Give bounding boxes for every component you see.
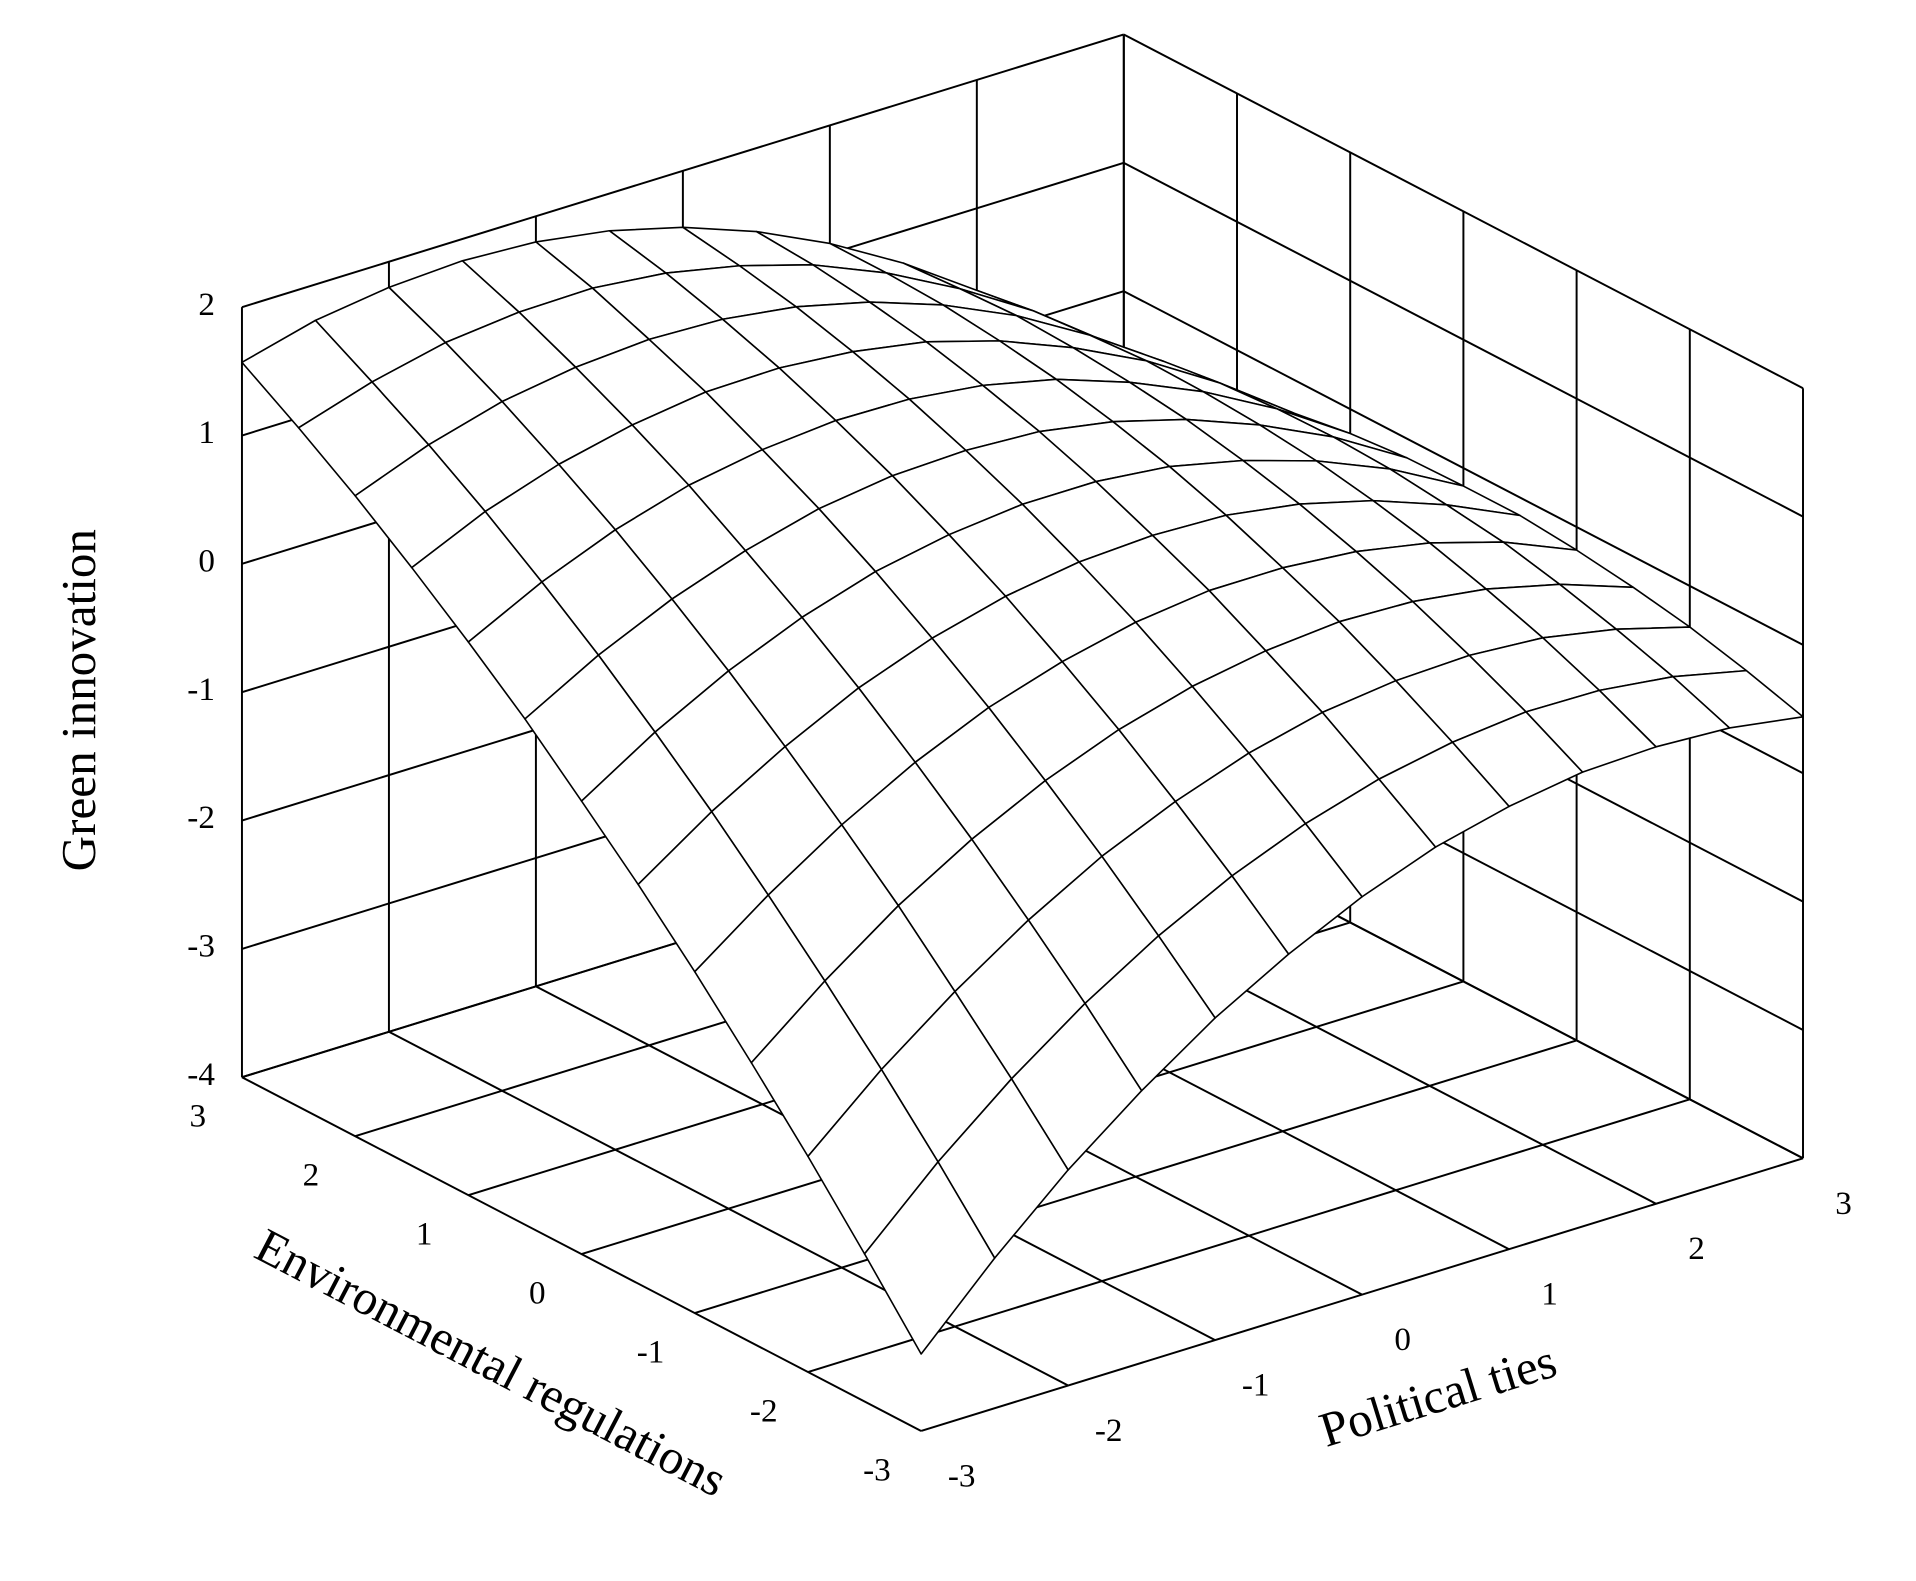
x-tick-label: 2	[1688, 1230, 1705, 1267]
y-tick-label: 2	[303, 1157, 320, 1194]
z-tick-label: 2	[198, 286, 215, 323]
layer	[241, 226, 1804, 1355]
z-tick-label: -1	[187, 671, 215, 708]
y-tick-label: -2	[750, 1392, 778, 1429]
x-tick-label: -2	[1095, 1412, 1123, 1449]
x-axis-label: Political ties	[1313, 1333, 1563, 1458]
z-tick-label: 1	[198, 414, 215, 451]
z-tick-label: 0	[198, 542, 215, 579]
x-tick-label: 3	[1835, 1185, 1852, 1222]
z-tick-label: -3	[187, 928, 215, 965]
x-tick-label: -1	[1242, 1367, 1270, 1404]
y-tick-label: 3	[189, 1098, 206, 1135]
y-tick-label: 0	[529, 1274, 546, 1311]
z-tick-label: -4	[187, 1056, 215, 1093]
x-tick-label: 1	[1541, 1276, 1558, 1313]
layer: -4 -3 -2 -1 0 1 2 -3 -2 -1 0 1 2 3 -3 -2 -1 0 1 2 3	[187, 286, 1852, 1495]
x-tick-label: 0	[1394, 1321, 1411, 1358]
y-tick-label: -3	[863, 1451, 891, 1488]
z-tick-label: -2	[187, 799, 215, 836]
grid-line	[920, 1157, 1804, 1432]
surface-cell	[863, 1161, 996, 1355]
z-axis-label: Green innovation	[51, 529, 106, 871]
grid-line	[807, 1098, 1691, 1373]
y-tick-label: 1	[416, 1216, 433, 1253]
grid-line	[694, 1039, 1577, 1314]
x-tick-label: -3	[948, 1457, 976, 1494]
y-tick-label: -1	[637, 1333, 665, 1370]
